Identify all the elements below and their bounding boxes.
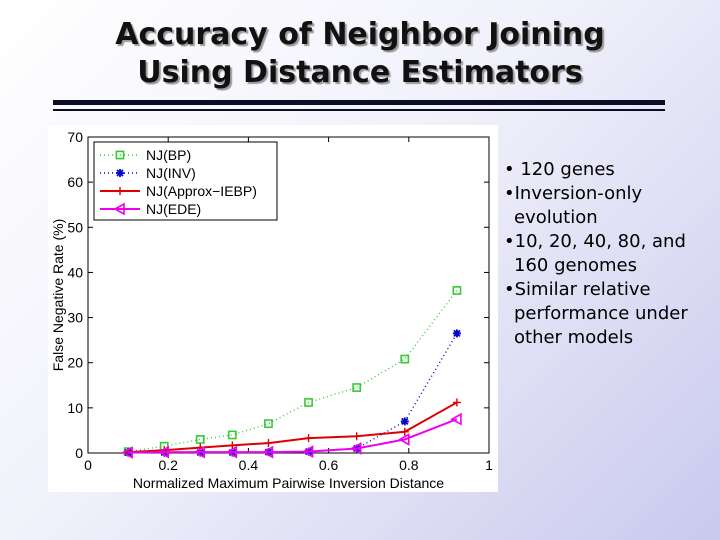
data-point-triangle <box>261 445 274 459</box>
series-line <box>127 290 458 453</box>
legend-label: NJ(BP) <box>146 147 191 163</box>
star-stroke <box>453 329 461 338</box>
bullet-list: • 120 genes •Inversion-only evolution •1… <box>504 158 716 350</box>
x-tick-label: 1 <box>485 457 493 473</box>
data-point-star <box>116 169 124 177</box>
data-point-plus <box>264 439 273 448</box>
star-stroke <box>116 169 124 177</box>
data-point-plus <box>228 441 237 450</box>
bullet-item-4: •Similar relative performance under othe… <box>504 279 688 348</box>
x-tick-label: 0 <box>84 457 92 473</box>
x-tick-label: 0.2 <box>158 457 178 473</box>
x-axis-label: Normalized Maximum Pairwise Inversion Di… <box>133 475 444 491</box>
y-tick-label: 30 <box>67 310 83 326</box>
y-axis-label: False Negative Rate (%) <box>50 219 66 372</box>
data-point-triangle <box>225 445 238 459</box>
x-tick-label: 0.4 <box>239 457 259 473</box>
data-point-triangle <box>113 202 125 216</box>
title-divider-thin <box>53 109 665 111</box>
y-tick-label: 70 <box>67 129 83 145</box>
data-point-square <box>400 354 410 364</box>
bullet-item-1: • 120 genes <box>504 159 615 180</box>
y-tick-label: 50 <box>67 219 83 235</box>
data-point-square <box>115 150 125 160</box>
data-point-triangle <box>398 433 410 446</box>
data-point-square <box>227 430 237 440</box>
data-point-star <box>400 417 409 426</box>
data-point-plus <box>352 432 361 441</box>
data-point-triangle <box>193 445 206 459</box>
data-point-plus <box>304 434 313 443</box>
slide-title-line-1: Accuracy of Neighbor Joining <box>115 17 605 52</box>
bullet-item-2: •Inversion-only evolution <box>504 183 643 228</box>
data-point-plus <box>400 427 409 436</box>
data-point-square <box>304 398 313 407</box>
data-point-triangle <box>450 412 462 426</box>
title-divider-thick <box>53 100 665 105</box>
data-point-star <box>452 329 461 338</box>
x-tick-label: 0.8 <box>399 457 419 473</box>
bullet-item-3: •10, 20, 40, 80, and 160 genomes <box>504 231 686 276</box>
slide-title-line-2: Using Distance Estimators <box>137 55 583 90</box>
data-point-square <box>452 286 462 295</box>
data-point-triangle <box>301 445 314 459</box>
legend-label: NJ(EDE) <box>146 201 201 217</box>
x-tick-label: 0.6 <box>319 457 339 473</box>
chart-figure: 0 0.2 0.4 0.6 0.8 1010203040506070Normalized … <box>48 125 498 492</box>
series-line <box>128 418 458 454</box>
data-point-triangle <box>350 442 362 455</box>
y-tick-label: 40 <box>67 264 83 280</box>
legend-label: NJ(INV) <box>146 165 196 181</box>
y-tick-label: 60 <box>67 174 83 190</box>
data-point-triangle <box>157 445 169 459</box>
y-tick-label: 20 <box>67 355 83 371</box>
slide-title: Accuracy of Neighbor Joining Using Dista… <box>0 16 720 92</box>
data-point-plus <box>116 187 124 195</box>
y-tick-label: 0 <box>75 445 83 461</box>
star-stroke <box>401 417 409 426</box>
data-point-square <box>352 383 362 392</box>
data-point-square <box>195 435 205 444</box>
y-tick-label: 10 <box>67 400 83 416</box>
data-point-square <box>264 419 273 429</box>
data-point-triangle <box>121 446 133 459</box>
legend-label: NJ(Approx−IEBP) <box>146 183 257 199</box>
data-point-plus <box>452 398 461 407</box>
plot-frame <box>87 136 490 454</box>
